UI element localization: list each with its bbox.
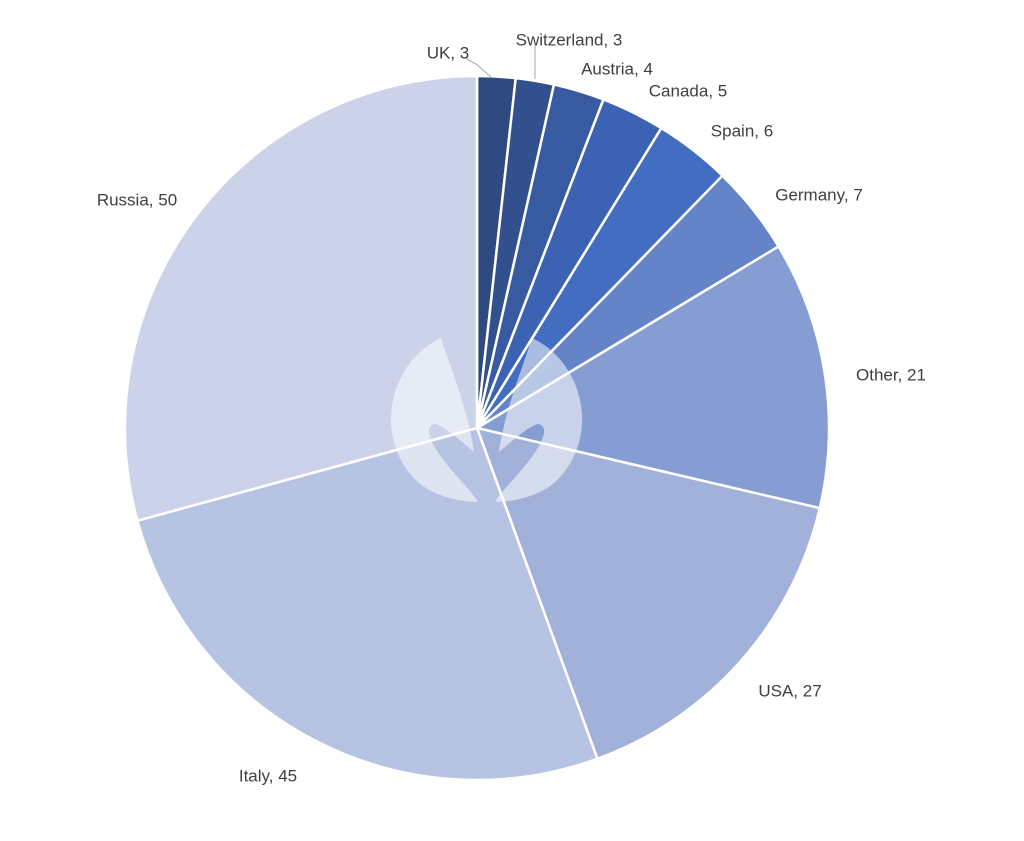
leader-lines: [464, 46, 536, 79]
pie-slice-usa: [475, 426, 822, 761]
data-labels: UK, 3 Switzerland, 3 Austria, 4 Canada, 5 Sp…: [97, 30, 926, 785]
data-label-germany: Germany, 7: [775, 185, 863, 204]
data-label-canada: Canada, 5: [649, 81, 727, 100]
data-label-other: Other, 21: [856, 365, 926, 384]
data-label-russia: Russia, 50: [97, 190, 177, 209]
watermark-logo-icon: [390, 338, 583, 502]
pie-slice-russia: [123, 74, 479, 522]
data-label-switzerland: Switzerland, 3: [516, 30, 623, 49]
pie-slice-italy: [136, 426, 599, 782]
data-label-usa: USA, 27: [758, 681, 821, 700]
pie-slices: [123, 74, 831, 782]
data-label-italy: Italy, 45: [239, 766, 297, 785]
data-label-spain: Spain, 6: [711, 121, 773, 140]
data-label-uk: UK, 3: [427, 43, 470, 62]
leader-line-uk: [464, 57, 492, 78]
data-label-austria: Austria, 4: [581, 59, 653, 78]
